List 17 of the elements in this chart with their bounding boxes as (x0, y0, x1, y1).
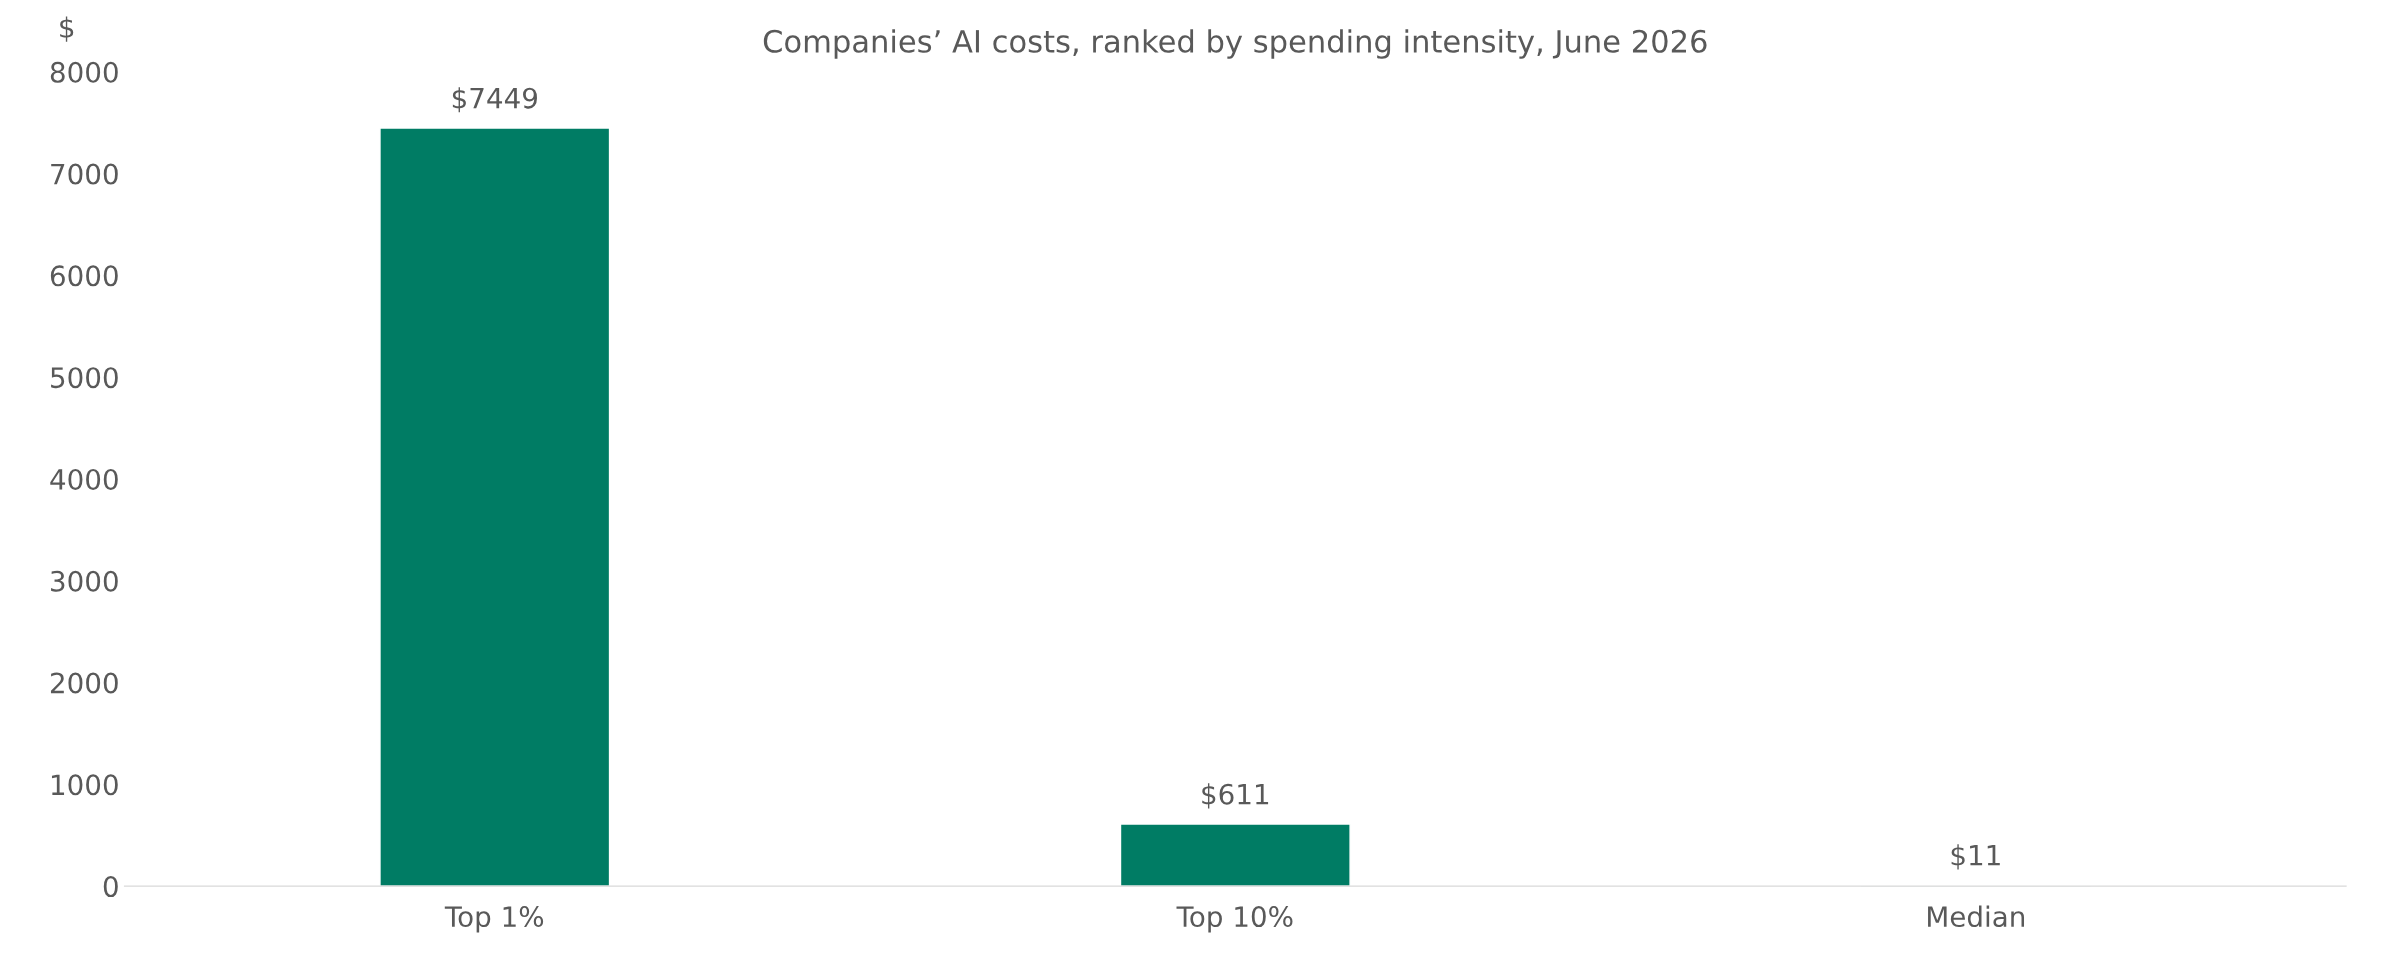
y-tick-label: 7000 (51, 163, 118, 185)
y-tick-label: 6000 (50, 265, 118, 287)
data-label: $611 (1202, 783, 1269, 809)
y-tick-label: 2000 (50, 672, 118, 694)
data-label: $11 (1951, 844, 2000, 870)
y-tick-label: 8000 (50, 61, 118, 83)
y-tick-label: 1000 (51, 774, 118, 796)
y-tick-label: 4000 (50, 468, 118, 490)
chart-title: Companies’ AI costs, ranked by spending intensity, June 2026 (763, 29, 1707, 59)
x-tick-label: Top 1% (444, 906, 544, 933)
y-tick-label: 5000 (51, 367, 118, 389)
data-label: $7449 (452, 87, 537, 113)
y-axis-title: $ (60, 16, 74, 42)
x-tick-label: Median (1928, 905, 2025, 928)
x-tick-label: Top 10% (1176, 906, 1293, 933)
y-tick-label: 0 (103, 876, 118, 898)
y-tick-label: 3000 (51, 570, 118, 592)
